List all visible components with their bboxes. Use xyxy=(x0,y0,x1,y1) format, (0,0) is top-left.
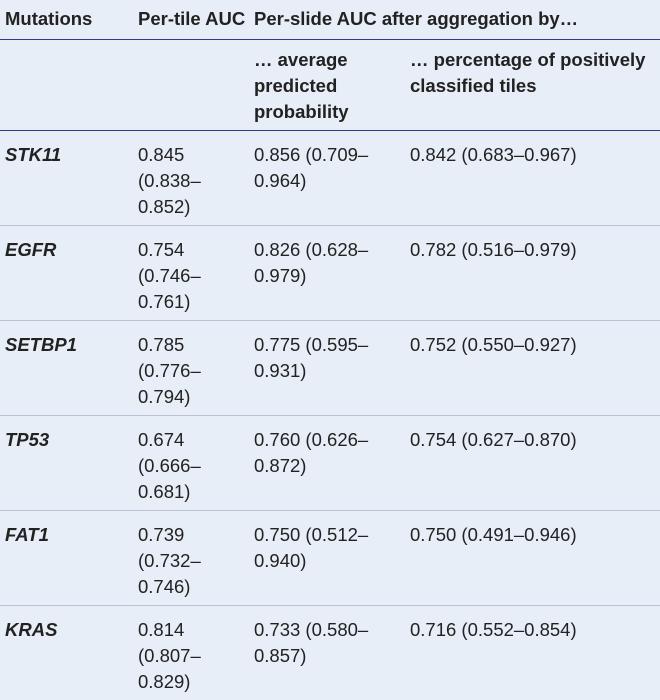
percentage-auc: 0.752 (0.550–0.927) xyxy=(406,321,660,416)
gene-name: EGFR xyxy=(0,226,134,321)
header-empty-1 xyxy=(0,40,134,131)
average-auc: 0.826 (0.628–0.979) xyxy=(250,226,406,321)
table-row: EGFR 0.754 (0.746–0.761) 0.826 (0.628–0.… xyxy=(0,226,660,321)
average-auc: 0.856 (0.709–0.964) xyxy=(250,131,406,226)
header-per-tile-auc: Per-tile AUC xyxy=(134,0,250,40)
gene-name: TP53 xyxy=(0,416,134,511)
percentage-auc: 0.754 (0.627–0.870) xyxy=(406,416,660,511)
header-average-probability: … average predicted probability xyxy=(250,40,406,131)
table-header: Mutations Per-tile AUC Per-slide AUC aft… xyxy=(0,0,660,131)
gene-name: KRAS xyxy=(0,606,134,700)
header-empty-2 xyxy=(134,40,250,131)
header-mutations: Mutations xyxy=(0,0,134,40)
percentage-auc: 0.750 (0.491–0.946) xyxy=(406,511,660,606)
per-tile-auc: 0.845 (0.838–0.852) xyxy=(134,131,250,226)
table-row: FAT1 0.739 (0.732–0.746) 0.750 (0.512–0.… xyxy=(0,511,660,606)
percentage-auc: 0.842 (0.683–0.967) xyxy=(406,131,660,226)
header-per-slide-auc: Per-slide AUC after aggregation by… xyxy=(250,0,660,40)
average-auc: 0.733 (0.580–0.857) xyxy=(250,606,406,700)
average-auc: 0.760 (0.626–0.872) xyxy=(250,416,406,511)
header-row-top: Mutations Per-tile AUC Per-slide AUC aft… xyxy=(0,0,660,40)
per-tile-auc: 0.814 (0.807–0.829) xyxy=(134,606,250,700)
header-percentage-positive: … percentage of positively classified ti… xyxy=(406,40,660,131)
table-row: STK11 0.845 (0.838–0.852) 0.856 (0.709–0… xyxy=(0,131,660,226)
gene-name: FAT1 xyxy=(0,511,134,606)
table-row: TP53 0.674 (0.666–0.681) 0.760 (0.626–0.… xyxy=(0,416,660,511)
average-auc: 0.750 (0.512–0.940) xyxy=(250,511,406,606)
per-tile-auc: 0.754 (0.746–0.761) xyxy=(134,226,250,321)
per-tile-auc: 0.674 (0.666–0.681) xyxy=(134,416,250,511)
table-row: SETBP1 0.785 (0.776–0.794) 0.775 (0.595–… xyxy=(0,321,660,416)
table-row: KRAS 0.814 (0.807–0.829) 0.733 (0.580–0.… xyxy=(0,606,660,700)
gene-name: STK11 xyxy=(0,131,134,226)
per-tile-auc: 0.785 (0.776–0.794) xyxy=(134,321,250,416)
header-row-sub: … average predicted probability … percen… xyxy=(0,40,660,131)
table-body: STK11 0.845 (0.838–0.852) 0.856 (0.709–0… xyxy=(0,131,660,700)
percentage-auc: 0.782 (0.516–0.979) xyxy=(406,226,660,321)
per-tile-auc: 0.739 (0.732–0.746) xyxy=(134,511,250,606)
average-auc: 0.775 (0.595–0.931) xyxy=(250,321,406,416)
percentage-auc: 0.716 (0.552–0.854) xyxy=(406,606,660,700)
gene-name: SETBP1 xyxy=(0,321,134,416)
